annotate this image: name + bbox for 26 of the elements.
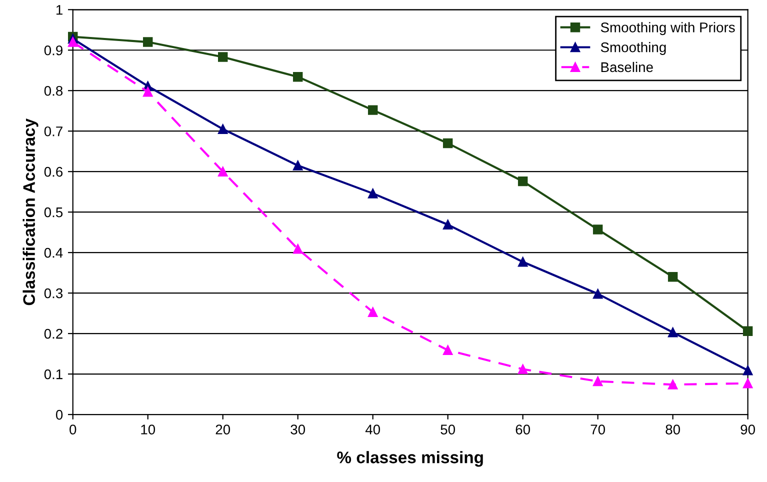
y-tick-label: 0: [56, 410, 63, 420]
x-tick-label: 10: [141, 424, 156, 434]
legend-label: Smoothing with Priors: [600, 22, 735, 36]
x-axis-title: % classes missing: [337, 451, 483, 467]
x-tick-label: 70: [590, 424, 606, 434]
x-tick-label: 40: [365, 424, 380, 434]
y-tick-label: 0.2: [44, 328, 62, 339]
x-tick-label: 90: [740, 424, 756, 434]
x-tick-label: 60: [516, 424, 530, 434]
y-tick-label: 0.1: [44, 369, 62, 380]
y-axis-title: Classification Accuracy: [22, 118, 38, 306]
legend-label: Smoothing: [600, 42, 666, 55]
x-tick-label: 80: [666, 424, 680, 434]
y-tick-label: 0.5: [44, 207, 63, 218]
x-tick-label: 50: [440, 424, 456, 434]
y-tick-label: 0.8: [44, 86, 63, 96]
x-tick-label: 0: [70, 424, 76, 434]
y-tick-label: 0.7: [44, 126, 62, 136]
y-tick-label: 0.6: [44, 166, 63, 177]
x-tick-label: 20: [216, 424, 230, 434]
y-tick-label: 0.9: [44, 45, 62, 56]
y-tick-label: 0.3: [44, 288, 63, 298]
legend-label: Baseline: [601, 62, 653, 72]
y-tick-label: 1: [56, 5, 62, 15]
x-tick-label: 30: [290, 424, 306, 434]
y-tick-label: 0.4: [44, 248, 63, 258]
